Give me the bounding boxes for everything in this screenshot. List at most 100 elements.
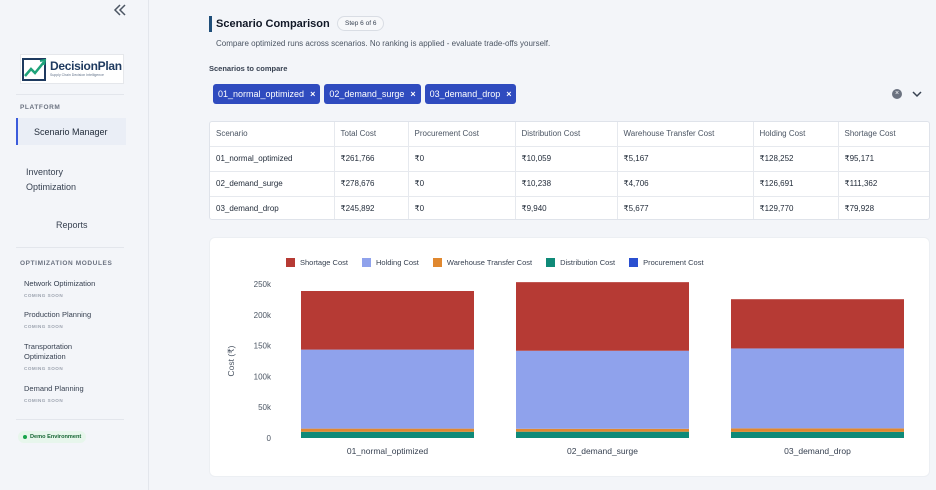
legend-item[interactable]: Distribution Cost [546,258,615,267]
legend-item[interactable]: Procurement Cost [629,258,704,267]
comparison-table: Scenario Total Cost Procurement Cost Dis… [209,121,930,220]
chip-label: 03_demand_drop [429,89,501,99]
legend-item[interactable]: Warehouse Transfer Cost [432,258,533,267]
y-tick-label: 0 [267,434,272,443]
coming-soon-badge: COMING SOON [24,366,64,371]
scenario-chip[interactable]: 02_demand_surge × [324,84,421,104]
bar-segment [731,299,904,349]
table-row: 02_demand_surge ₹278,676 ₹0 ₹10,238 ₹4,7… [210,171,929,197]
column-header[interactable]: Shortage Cost [838,122,929,147]
legend-swatch [546,258,556,267]
table-cell: ₹278,676 [334,171,409,197]
legend-label: Holding Cost [375,258,419,267]
y-tick-label: 250k [254,280,272,289]
module-production-planning[interactable]: Production Planning COMING SOON [24,310,91,332]
clear-all-icon[interactable]: × [892,89,902,99]
sidebar-item-reports[interactable]: Reports [56,220,88,230]
module-network-optimization[interactable]: Network Optimization COMING SOON [24,279,95,301]
column-header[interactable]: Scenario [210,122,335,147]
page-title: Scenario Comparison [216,18,330,30]
sidebar-item-label: Reports [56,220,88,230]
remove-chip-icon[interactable]: × [310,89,316,99]
scenarios-label: Scenarios to compare [209,64,288,73]
chip-label: 01_normal_optimized [218,89,305,99]
bar-segment [301,431,474,438]
environment-label: Demo Environment [30,434,82,440]
chevron-down-icon[interactable] [911,87,923,99]
remove-chip-icon[interactable]: × [506,89,512,99]
bar-segment [731,431,904,438]
legend-swatch [286,258,295,267]
double-chevron-left-icon[interactable] [113,4,131,18]
remove-chip-icon[interactable]: × [410,89,416,99]
logo[interactable]: DecisionPlan Supply Chain Decision Intel… [20,54,124,84]
legend-label: Warehouse Transfer Cost [446,258,533,267]
table-cell: ₹129,770 [753,196,839,219]
sidebar: DecisionPlan Supply Chain Decision Intel… [0,0,149,490]
column-header[interactable]: Holding Cost [753,122,839,147]
modules-label: OPTIMIZATION MODULES [20,260,113,267]
column-header[interactable]: Distribution Cost [515,122,618,147]
bar-segment [731,348,904,429]
bar-segment [301,290,474,350]
logo-chart-icon [22,58,47,81]
x-tick-label: 01_normal_optimized [347,446,429,456]
module-label: Demand Planning [24,384,84,393]
table-row: 03_demand_drop ₹245,892 ₹0 ₹9,940 ₹5,677… [210,196,929,219]
table-cell: ₹128,252 [753,146,839,172]
scenario-chip[interactable]: 03_demand_drop × [424,84,517,104]
table-cell: 01_normal_optimized [210,146,335,172]
table-cell: ₹9,940 [515,196,618,219]
table-cell: 02_demand_surge [210,171,335,197]
table-cell: ₹5,167 [617,146,754,172]
table-cell: ₹0 [408,146,516,172]
legend-swatch [432,258,442,267]
coming-soon-badge: COMING SOON [24,324,64,329]
divider [16,94,124,95]
table-cell: ₹10,059 [515,146,618,172]
module-label: Network Optimization [24,279,96,288]
table-row: 01_normal_optimized ₹261,766 ₹0 ₹10,059 … [210,146,929,172]
table-cell: ₹261,766 [334,146,409,172]
sidebar-item-scenario-manager[interactable]: Scenario Manager [16,118,126,145]
y-tick-label: 200k [254,311,272,320]
legend-item[interactable]: Shortage Cost [286,258,348,267]
module-demand-planning[interactable]: Demand Planning COMING SOON [24,384,84,406]
scenario-chip[interactable]: 01_normal_optimized × [213,84,321,104]
y-tick-label: 100k [254,372,272,381]
title-accent-bar [209,16,212,32]
divider [16,419,124,420]
platform-label: PLATFORM [20,104,61,111]
bar-segment [301,428,474,432]
chart-legend: Shortage Cost Holding Cost Warehouse Trans… [286,258,704,267]
module-label: Transportation Optimization [24,342,73,361]
bar-segment [731,428,904,432]
logo-tagline: Supply Chain Decision Intelligence [50,73,104,77]
column-header[interactable]: Total Cost [334,122,409,147]
y-tick-label: 150k [254,342,272,351]
bar-segment [516,282,689,351]
legend-label: Procurement Cost [643,258,704,267]
scenario-multiselect[interactable]: 01_normal_optimized × 02_demand_surge × … [213,84,517,104]
sidebar-item-inventory-optimization[interactable]: Inventory Optimization [26,165,96,195]
step-badge: Step 6 of 6 [337,16,385,31]
environment-badge: Demo Environment [18,431,87,443]
sidebar-item-label: Scenario Manager [34,126,108,137]
coming-soon-badge: COMING SOON [24,293,64,298]
table-cell: ₹5,677 [617,196,754,219]
x-tick-label: 02_demand_surge [567,446,638,456]
module-transportation-optimization[interactable]: Transportation Optimization COMING SOON [24,342,94,374]
legend-swatch [629,258,639,267]
status-dot-icon [23,435,27,439]
bar-segment [516,350,689,429]
column-header[interactable]: Warehouse Transfer Cost [617,122,754,147]
column-header[interactable]: Procurement Cost [408,122,516,147]
bar-segment [516,431,689,438]
y-axis-label: Cost (₹) [226,345,236,376]
x-tick-label: 03_demand_drop [784,446,851,456]
legend-item[interactable]: Holding Cost [361,258,419,267]
table-cell: ₹4,706 [617,171,754,197]
y-tick-label: 50k [258,403,272,412]
stacked-bar-chart: 0 50k 100k 150k 200k 250k Cost (₹) 01_normal_op… [226,280,904,456]
table-cell: ₹79,928 [844,204,875,214]
